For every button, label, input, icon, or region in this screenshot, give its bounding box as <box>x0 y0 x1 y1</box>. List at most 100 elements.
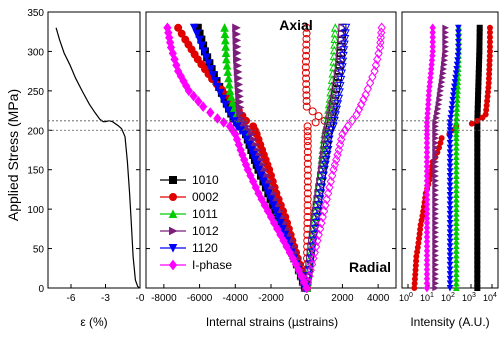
marker-triangle-up <box>330 40 339 49</box>
marker-square <box>169 176 177 184</box>
marker-triangle-right <box>234 80 244 89</box>
marker-triangle-down <box>226 111 236 121</box>
marker-diamond <box>376 32 385 43</box>
marker-triangle-right <box>327 105 336 115</box>
marker-diamond <box>348 115 357 126</box>
marker-circle <box>303 159 312 168</box>
marker-triangle-up <box>453 256 460 264</box>
marker-diamond <box>423 269 431 279</box>
marker-diamond <box>423 195 431 205</box>
marker-triangle-down <box>215 88 225 98</box>
legend-label: 1012 <box>192 224 219 238</box>
marker-triangle-up <box>453 265 460 273</box>
marker-triangle-up <box>453 237 460 245</box>
marker-diamond <box>429 47 436 56</box>
legend-background <box>156 170 234 274</box>
marker-diamond <box>333 149 342 161</box>
marker-diamond <box>423 162 431 171</box>
legend-label: 1120 <box>192 241 218 255</box>
x-tick-label: 101 <box>420 292 434 303</box>
marker-triangle-down <box>273 213 283 222</box>
marker-triangle-up <box>453 219 460 227</box>
x-tick-label: 2000 <box>331 293 354 304</box>
marker-triangle-down <box>261 183 271 193</box>
marker-triangle-right <box>324 122 333 131</box>
marker-diamond <box>377 22 386 34</box>
marker-diamond <box>423 152 431 162</box>
marker-diamond <box>325 182 334 193</box>
marker-diamond <box>423 204 431 214</box>
marker-circle <box>303 224 312 233</box>
marker-diamond <box>168 259 178 271</box>
marker-circle <box>303 183 312 192</box>
marker-triangle-up <box>453 181 460 189</box>
marker-triangle-down <box>256 171 266 181</box>
marker-triangle-right <box>432 275 439 283</box>
marker-diamond <box>374 48 383 59</box>
marker-triangle-right <box>432 158 439 166</box>
marker-diamond <box>429 32 436 42</box>
marker-triangle-right <box>432 177 439 185</box>
marker-diamond <box>423 223 431 233</box>
marker-triangle-up <box>453 186 460 194</box>
marker-diamond <box>199 101 208 112</box>
marker-circle <box>301 63 310 72</box>
marker-circle <box>181 35 190 44</box>
marker-diamond <box>321 199 330 211</box>
marker-triangle-up <box>453 139 460 146</box>
marker-triangle-down <box>221 100 230 110</box>
marker-triangle-up <box>308 230 318 239</box>
marker-diamond <box>319 205 329 217</box>
marker-triangle-up <box>454 82 462 90</box>
marker-triangle-right <box>432 266 439 273</box>
marker-diamond <box>279 235 288 247</box>
marker-diamond <box>423 200 431 209</box>
marker-diamond <box>317 217 326 229</box>
marker-triangle-right <box>441 56 449 64</box>
marker-square <box>476 24 483 31</box>
marker-triangle-right <box>432 210 439 218</box>
marker-triangle-right <box>232 48 242 58</box>
marker-diamond <box>307 259 317 270</box>
marker-triangle-right <box>232 23 241 33</box>
marker-circle <box>174 23 183 32</box>
marker-diamond <box>423 232 431 242</box>
marker-triangle-right <box>432 196 439 203</box>
marker-diamond <box>373 53 382 65</box>
marker-circle <box>303 127 312 136</box>
marker-circle <box>302 85 311 94</box>
marker-triangle-up <box>453 167 460 175</box>
marker-circle <box>303 171 312 180</box>
marker-triangle-right <box>432 201 439 208</box>
marker-triangle-right <box>334 62 344 72</box>
marker-diamond <box>423 209 431 219</box>
marker-triangle-right <box>432 163 439 170</box>
marker-triangle-down <box>189 23 199 33</box>
marker-triangle-up <box>224 79 234 89</box>
marker-triangle-up <box>453 270 460 278</box>
marker-triangle-up <box>453 148 460 156</box>
marker-triangle-right <box>432 149 439 156</box>
y-tick-label: 200 <box>27 126 44 137</box>
marker-circle <box>303 201 312 210</box>
marker-triangle-right <box>432 205 439 213</box>
marker-diamond <box>315 223 325 235</box>
marker-diamond <box>310 247 319 258</box>
marker-triangle-down <box>195 35 204 45</box>
x-tick-label: -4000 <box>222 293 248 304</box>
y-tick-label: 350 <box>27 8 44 19</box>
marker-diamond <box>260 199 269 211</box>
marker-triangle-right <box>432 270 439 278</box>
marker-triangle-up <box>453 224 460 231</box>
marker-diamond <box>423 190 431 200</box>
marker-diamond <box>363 83 373 95</box>
marker-triangle-up <box>453 228 460 236</box>
marker-triangle-down <box>168 244 178 253</box>
marker-triangle-down <box>264 189 273 198</box>
marker-triangle-right <box>442 24 449 32</box>
stress-strain-curve <box>55 27 140 289</box>
marker-triangle-down <box>341 23 351 33</box>
marker-triangle-up <box>168 209 178 218</box>
marker-diamond <box>423 218 431 228</box>
